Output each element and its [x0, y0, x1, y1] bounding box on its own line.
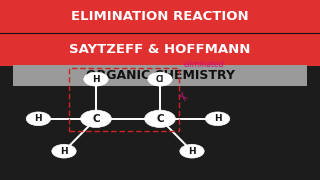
Circle shape — [84, 72, 108, 86]
Text: SAYTZEFF & HOFFMANN: SAYTZEFF & HOFFMANN — [69, 43, 251, 56]
Text: ORGANIC CHEMISTRY: ORGANIC CHEMISTRY — [85, 69, 235, 82]
Text: Cl: Cl — [156, 75, 164, 84]
Circle shape — [148, 72, 172, 86]
FancyBboxPatch shape — [0, 0, 320, 66]
Text: H: H — [35, 114, 42, 123]
Text: ELIMINATION REACTION: ELIMINATION REACTION — [71, 10, 249, 23]
Text: ✂: ✂ — [172, 90, 189, 106]
Text: H: H — [214, 114, 221, 123]
Text: C: C — [156, 114, 164, 124]
Circle shape — [26, 112, 51, 126]
Text: H: H — [188, 147, 196, 156]
Circle shape — [52, 144, 76, 158]
Circle shape — [205, 112, 230, 126]
Text: H: H — [60, 147, 68, 156]
Text: eliminated: eliminated — [184, 60, 225, 69]
Circle shape — [145, 110, 175, 127]
Text: H: H — [92, 75, 100, 84]
Circle shape — [180, 144, 204, 158]
Circle shape — [81, 110, 111, 127]
Text: C: C — [92, 114, 100, 124]
FancyBboxPatch shape — [13, 65, 307, 86]
